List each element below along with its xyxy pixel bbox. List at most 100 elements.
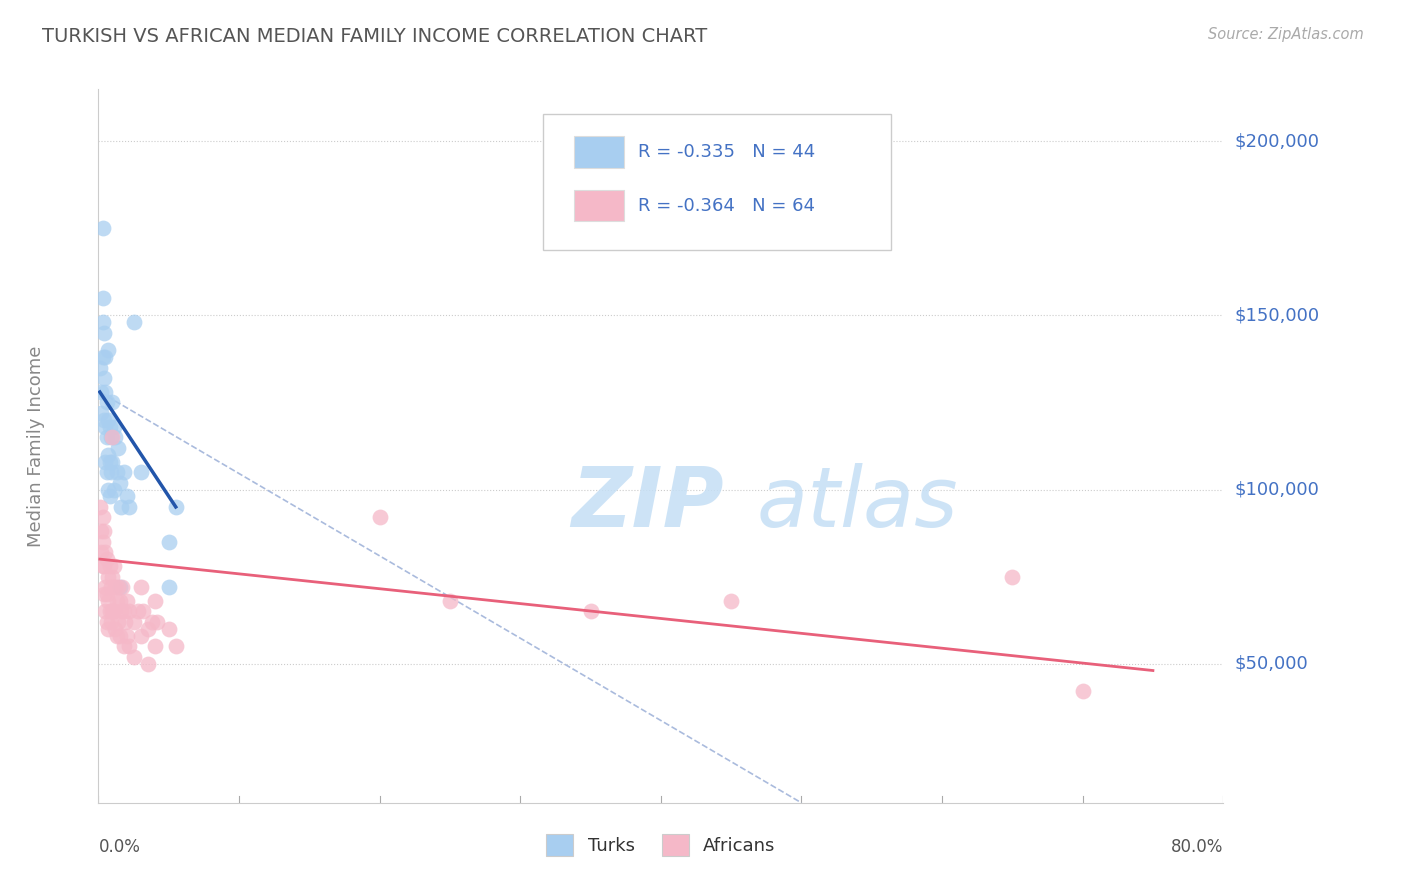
Point (104, 430, 127, 444)
Point (579, 604, 602, 618)
FancyBboxPatch shape (574, 136, 624, 168)
Point (115, 490, 138, 504)
Point (122, 315, 145, 329)
Text: R = -0.335   N = 44: R = -0.335 N = 44 (638, 143, 815, 161)
Point (90, 545, 112, 559)
Point (96, 615, 118, 629)
Point (93, 524, 115, 539)
Point (94, 455, 117, 469)
Point (93, 371, 115, 385)
Point (114, 615, 136, 629)
Point (103, 420, 125, 434)
Point (115, 594, 138, 608)
Point (108, 629, 131, 643)
Point (1071, 684, 1094, 698)
Point (439, 594, 461, 608)
Point (129, 629, 152, 643)
Text: Median Family Income: Median Family Income (27, 345, 45, 547)
Point (368, 510, 391, 524)
Point (91, 559, 114, 574)
Point (105, 629, 128, 643)
Point (101, 455, 124, 469)
Point (108, 475, 131, 490)
Point (91, 315, 114, 329)
Point (110, 500, 132, 514)
Point (1001, 569, 1024, 583)
Point (93, 559, 115, 574)
Point (98, 455, 121, 469)
Point (118, 639, 141, 653)
Point (112, 639, 135, 653)
Point (112, 604, 135, 618)
Point (132, 604, 155, 618)
Point (96, 587, 118, 601)
Point (98, 420, 121, 434)
Text: ZIP: ZIP (571, 463, 724, 543)
Point (91, 350, 114, 364)
Point (157, 580, 180, 594)
Text: atlas: atlas (756, 463, 957, 543)
Text: $200,000: $200,000 (1234, 132, 1319, 151)
Point (94, 545, 117, 559)
Point (100, 615, 122, 629)
Point (89, 500, 111, 514)
Point (97, 483, 120, 497)
Point (720, 594, 742, 608)
Point (98, 490, 121, 504)
Point (93, 326, 115, 340)
Text: 0.0%: 0.0% (98, 838, 141, 855)
Point (143, 639, 166, 653)
Point (165, 500, 187, 514)
Text: $150,000: $150,000 (1234, 307, 1319, 325)
Point (115, 629, 138, 643)
Point (112, 465, 135, 479)
Point (108, 580, 131, 594)
Point (129, 465, 152, 479)
Point (100, 580, 122, 594)
Point (122, 649, 145, 664)
Point (146, 615, 169, 629)
Point (91, 534, 114, 549)
Point (96, 465, 118, 479)
Point (91, 221, 114, 235)
Point (122, 615, 145, 629)
Point (97, 569, 120, 583)
Point (97, 622, 120, 636)
Point (94, 350, 117, 364)
Point (105, 465, 128, 479)
Point (110, 604, 132, 618)
Point (90, 406, 112, 420)
Point (97, 448, 120, 462)
Point (101, 604, 124, 618)
Point (157, 622, 180, 636)
Text: R = -0.364   N = 64: R = -0.364 N = 64 (638, 196, 815, 214)
Point (94, 385, 117, 400)
Point (129, 580, 152, 594)
Point (136, 622, 159, 636)
Text: Source: ZipAtlas.com: Source: ZipAtlas.com (1208, 27, 1364, 42)
Point (96, 430, 118, 444)
Point (100, 430, 122, 444)
FancyBboxPatch shape (543, 114, 891, 250)
Text: 80.0%: 80.0% (1171, 838, 1223, 855)
Point (165, 639, 187, 653)
Point (143, 594, 166, 608)
Point (104, 622, 127, 636)
Point (141, 615, 163, 629)
Point (97, 594, 120, 608)
Point (103, 559, 125, 574)
Point (111, 580, 134, 594)
Point (103, 604, 125, 618)
Point (107, 615, 129, 629)
Point (97, 343, 120, 358)
Point (101, 430, 124, 444)
Point (101, 569, 124, 583)
Point (93, 587, 115, 601)
Legend: Turks, Africans: Turks, Africans (537, 825, 785, 865)
Point (107, 441, 129, 455)
Point (127, 604, 149, 618)
Point (108, 594, 131, 608)
Point (91, 291, 114, 305)
Point (94, 604, 117, 618)
Point (94, 580, 117, 594)
